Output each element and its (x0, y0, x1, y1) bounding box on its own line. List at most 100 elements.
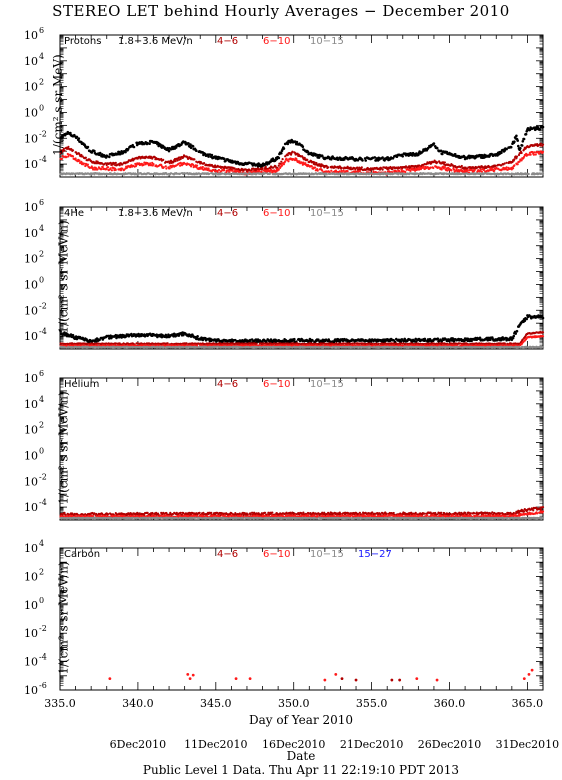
data-point (174, 146, 178, 149)
data-point (523, 155, 526, 158)
data-point (255, 342, 258, 345)
data-point (505, 166, 508, 169)
data-point (409, 169, 412, 172)
data-point (201, 165, 204, 169)
data-point (71, 333, 75, 337)
data-point (223, 169, 226, 172)
data-point (342, 342, 345, 345)
data-points (59, 125, 545, 176)
data-point (298, 160, 301, 163)
data-point (78, 159, 81, 162)
data-point (465, 157, 469, 160)
data-point (284, 160, 287, 163)
data-point (517, 144, 520, 148)
data-point (109, 167, 112, 170)
data-point (110, 169, 113, 172)
data-point (364, 159, 368, 162)
data-point (166, 173, 169, 176)
data-point (67, 145, 70, 148)
data-point (67, 155, 70, 158)
data-point (358, 170, 361, 173)
data-point (354, 168, 357, 171)
data-point (126, 148, 130, 151)
y-tick-label: 10 (24, 55, 38, 68)
series-black (59, 314, 545, 345)
data-point (132, 145, 136, 149)
data-point (179, 164, 182, 167)
data-point (538, 128, 541, 131)
data-point (219, 170, 223, 173)
data-point (179, 172, 182, 175)
data-point (513, 140, 516, 143)
data-point (443, 166, 446, 169)
data-point (93, 149, 96, 153)
data-point (523, 319, 527, 323)
legend-entry: 6−10 (263, 208, 290, 219)
data-point (84, 164, 87, 168)
data-point (315, 161, 318, 165)
data-point (101, 165, 104, 169)
data-point (196, 335, 199, 338)
data-point (539, 142, 543, 145)
data-point (124, 150, 127, 154)
data-point (316, 169, 319, 172)
data-point (231, 169, 234, 172)
data-point (381, 156, 384, 159)
data-point (321, 169, 324, 172)
data-point (203, 162, 206, 165)
data-point (207, 167, 210, 170)
data-point (208, 153, 212, 156)
data-point (105, 168, 108, 171)
data-point (521, 140, 525, 143)
data-point (80, 160, 83, 163)
data-point (458, 342, 461, 345)
data-point (69, 131, 72, 135)
data-point (62, 147, 65, 150)
data-point (82, 162, 86, 165)
data-point (84, 156, 87, 159)
data-point (287, 160, 290, 163)
data-point (436, 337, 440, 341)
data-point (511, 160, 514, 164)
data-point (179, 157, 182, 161)
data-point (304, 162, 307, 165)
data-point (233, 167, 236, 170)
data-point (330, 169, 333, 172)
data-point (282, 147, 286, 150)
data-point (356, 166, 359, 169)
data-point (174, 160, 177, 163)
legend-entry: 1.8−3.6 MeV/n (118, 36, 193, 47)
data-point (295, 157, 298, 160)
data-point (440, 168, 443, 171)
data-point (541, 150, 545, 153)
y-tick-exponent: 2 (39, 78, 44, 87)
data-point (422, 165, 425, 168)
data-point (189, 143, 192, 146)
data-point (373, 156, 377, 159)
data-point (493, 169, 496, 172)
legend-entry: 1.8−3.6 MeV/n (118, 208, 193, 219)
data-point (186, 156, 189, 159)
data-point (503, 162, 506, 165)
data-point (81, 155, 84, 158)
data-point (441, 152, 444, 156)
data-point (86, 163, 89, 166)
data-point (511, 167, 515, 170)
data-point (515, 134, 518, 138)
data-point (193, 158, 196, 161)
legend-entry: 10−15 (310, 36, 344, 47)
data-point (120, 150, 123, 153)
data-point (282, 163, 285, 166)
data-point (325, 173, 328, 176)
y-tick-exponent: 6 (39, 198, 44, 207)
data-point (208, 172, 211, 175)
data-point (261, 166, 264, 170)
data-point (277, 164, 280, 167)
data-point (479, 168, 482, 171)
page-title: STEREO LET behind Hourly Averages − Dece… (52, 2, 510, 20)
data-point (264, 165, 267, 169)
data-point (190, 165, 193, 168)
data-point (169, 172, 173, 175)
data-point (65, 156, 68, 159)
